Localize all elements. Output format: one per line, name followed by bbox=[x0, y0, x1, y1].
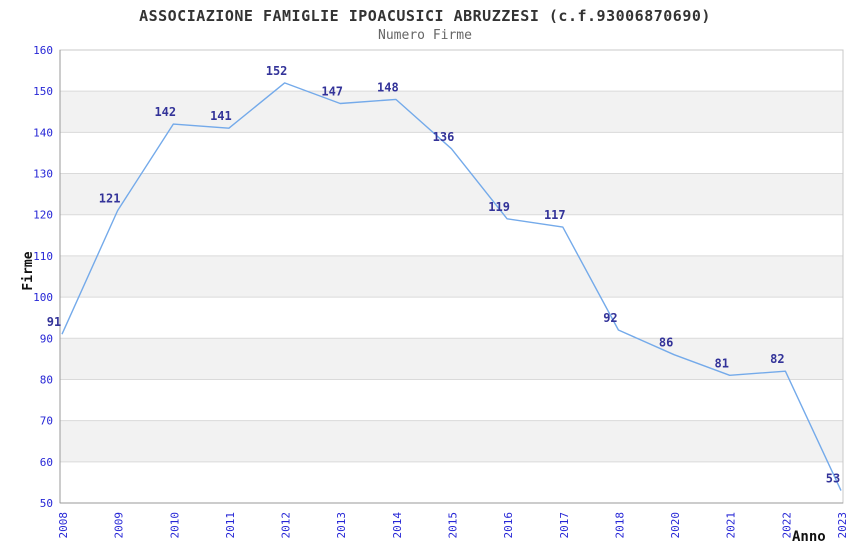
y-tick-label: 100 bbox=[33, 291, 53, 304]
y-tick-label: 120 bbox=[33, 209, 53, 222]
x-tick-label: 2011 bbox=[224, 512, 237, 539]
data-point-label: 117 bbox=[544, 208, 566, 222]
y-tick-label: 160 bbox=[33, 44, 53, 57]
y-tick-label: 60 bbox=[40, 456, 53, 469]
data-point-label: 148 bbox=[377, 80, 399, 94]
data-point-label: 53 bbox=[826, 472, 840, 486]
grid-band bbox=[60, 255, 843, 298]
grid-band bbox=[60, 420, 843, 462]
chart-title: ASSOCIAZIONE FAMIGLIE IPOACUSICI ABRUZZE… bbox=[139, 7, 711, 25]
x-tick-label: 2013 bbox=[335, 512, 348, 539]
data-point-label: 86 bbox=[659, 336, 673, 350]
y-axis-title: Firme bbox=[21, 251, 36, 291]
data-point-label: 147 bbox=[321, 85, 343, 99]
data-point-label: 91 bbox=[47, 315, 61, 329]
x-tick-label: 2023 bbox=[836, 512, 849, 539]
grid-band bbox=[60, 91, 843, 133]
y-tick-label: 80 bbox=[40, 373, 53, 386]
data-point-label: 142 bbox=[154, 105, 176, 119]
x-tick-label: 2021 bbox=[725, 512, 738, 539]
x-tick-label: 2009 bbox=[113, 512, 126, 539]
data-point-label: 82 bbox=[770, 352, 784, 366]
y-tick-label: 130 bbox=[33, 168, 53, 181]
y-tick-label: 150 bbox=[33, 85, 53, 98]
x-tick-label: 2012 bbox=[280, 512, 293, 539]
y-tick-label: 50 bbox=[40, 497, 53, 510]
x-tick-label: 2018 bbox=[613, 512, 626, 539]
x-tick-label: 2008 bbox=[57, 512, 70, 539]
data-point-label: 121 bbox=[99, 192, 121, 206]
data-point-label: 136 bbox=[433, 130, 455, 144]
x-axis-title: Anno bbox=[792, 529, 826, 545]
x-tick-label: 2016 bbox=[502, 512, 515, 539]
data-point-label: 152 bbox=[266, 64, 288, 78]
y-tick-label: 110 bbox=[33, 250, 53, 263]
y-tick-label: 70 bbox=[40, 415, 53, 428]
x-tick-label: 2015 bbox=[447, 512, 460, 539]
grid-band bbox=[60, 173, 843, 215]
grid-band bbox=[60, 338, 843, 380]
x-tick-label: 2020 bbox=[669, 512, 682, 539]
x-tick-label: 2017 bbox=[558, 512, 571, 539]
x-tick-label: 2014 bbox=[391, 512, 404, 539]
y-tick-label: 90 bbox=[40, 332, 53, 345]
data-point-label: 92 bbox=[603, 311, 617, 325]
x-tick-label: 2010 bbox=[168, 512, 181, 539]
y-tick-label: 140 bbox=[33, 126, 53, 139]
chart-subtitle: Numero Firme bbox=[378, 28, 472, 43]
data-point-label: 141 bbox=[210, 109, 232, 123]
data-point-label: 81 bbox=[714, 356, 728, 370]
data-point-label: 119 bbox=[488, 200, 510, 214]
data-line bbox=[61, 82, 842, 491]
x-tick-label: 2022 bbox=[780, 512, 793, 539]
